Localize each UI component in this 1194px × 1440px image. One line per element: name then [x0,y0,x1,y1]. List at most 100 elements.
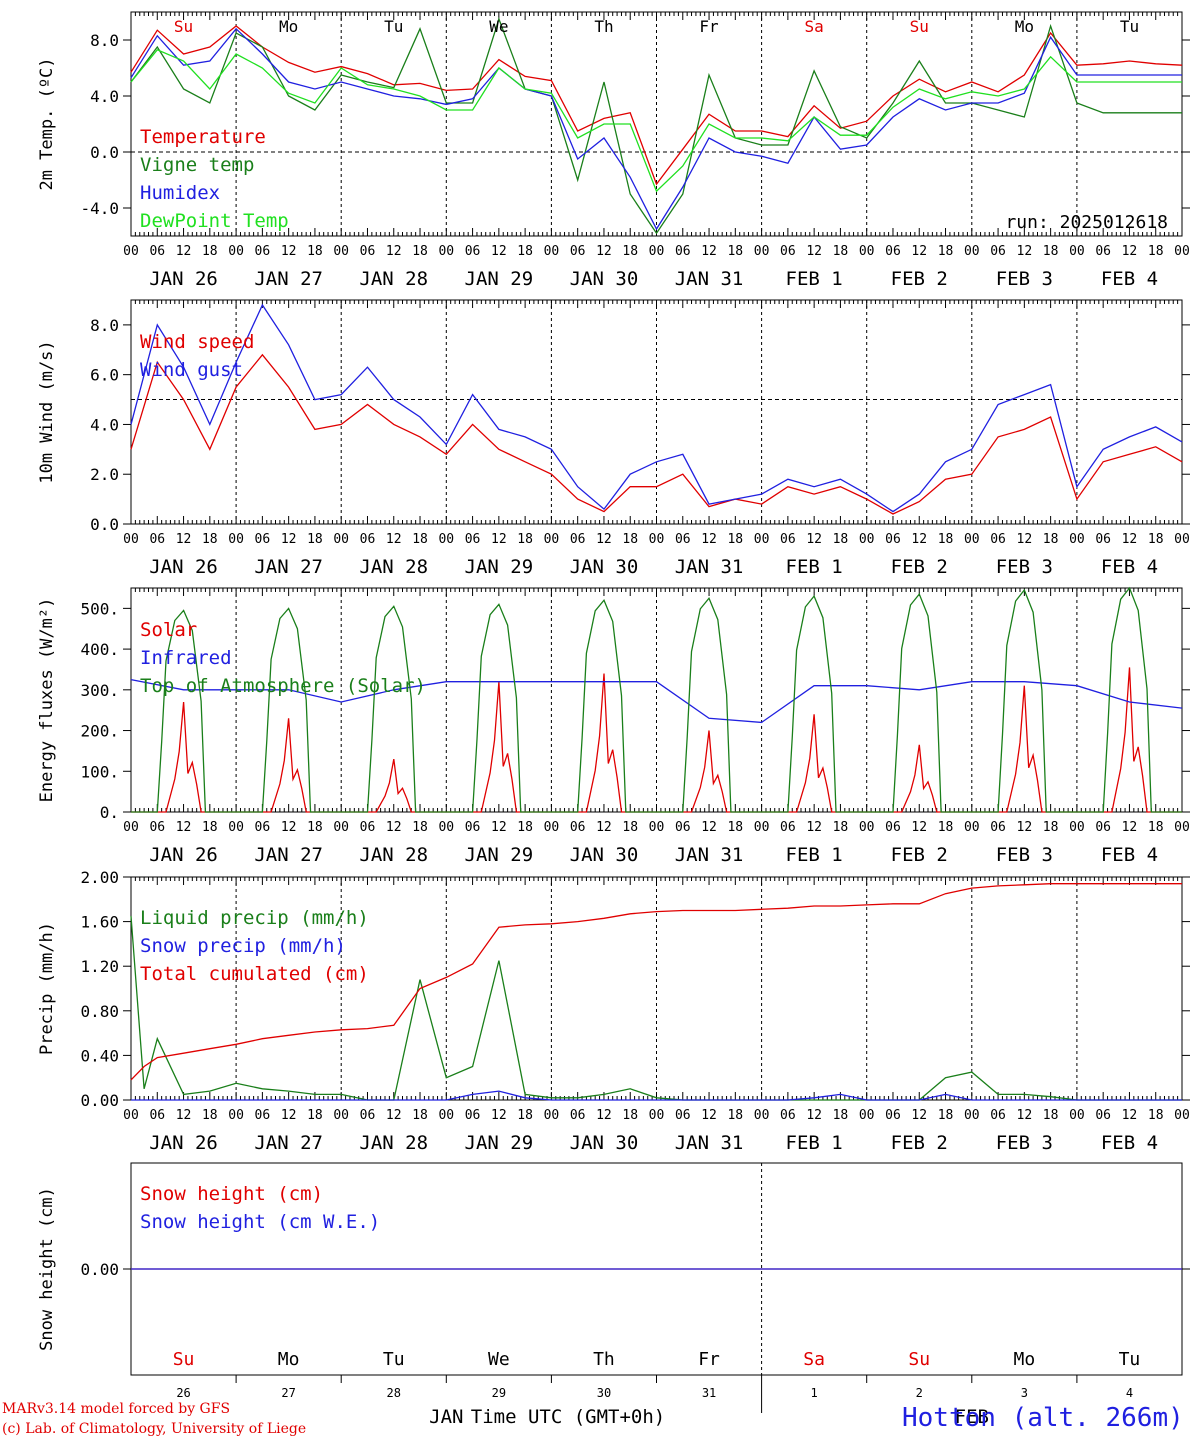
hour-tick-label: 06 [149,244,165,259]
hour-tick-label: 12 [596,244,612,259]
hour-tick-label: 18 [1148,244,1164,259]
hour-tick-label: 12 [1017,244,1033,259]
weekday-label: Fr [699,17,719,36]
hour-tick-label: 06 [570,820,586,835]
hour-tick-label: 12 [176,820,192,835]
weekday-label: Su [910,17,929,36]
hour-tick-label: 18 [833,244,849,259]
date-label: JAN 30 [570,556,639,578]
date-label: FEB 3 [996,1132,1053,1154]
hour-tick-label: 12 [491,532,507,547]
y-axis-label: Snow height (cm) [37,1187,57,1351]
hour-tick-label: 00 [123,532,139,547]
date-label: FEB 2 [891,268,948,290]
hour-tick-label: 06 [675,244,691,259]
hour-tick-label: 00 [649,820,665,835]
model-credit: MARv3.14 model forced by GFS [2,1401,231,1417]
hour-tick-label: 12 [281,1108,297,1123]
hour-tick-label: 12 [596,532,612,547]
y-tick-label: 200. [80,722,119,741]
series-line-total-cumulated-cm- [130,883,1182,1081]
date-label: JAN 29 [465,1132,534,1154]
hour-tick-label: 18 [1043,820,1059,835]
legend-entry: Infrared [140,647,232,669]
legend-entry: Solar [140,619,197,641]
hour-tick-label: 00 [544,1108,560,1123]
hour-tick-label: 12 [1017,1108,1033,1123]
hour-tick-label: 12 [176,532,192,547]
hour-tick-label: 18 [1148,820,1164,835]
hour-tick-label: 18 [938,1108,954,1123]
hour-tick-label: 12 [806,244,822,259]
hour-tick-label: 00 [649,532,665,547]
y-tick-label: 0.0 [90,515,119,534]
y-tick-label: 1.20 [80,957,119,976]
date-label: FEB 4 [1101,556,1158,578]
date-label: JAN 31 [675,844,744,866]
hour-tick-label: 12 [386,1108,402,1123]
hour-tick-label: 06 [885,1108,901,1123]
y-axis-label: Energy fluxes (W/m²) [37,598,57,803]
hour-tick-label: 12 [1017,532,1033,547]
series-line-top-of-atmosphere-solar- [131,586,1182,813]
hour-tick-label: 06 [780,1108,796,1123]
hour-tick-label: 12 [911,244,927,259]
hour-tick-label: 00 [123,244,139,259]
hour-tick-label: 18 [1148,1108,1164,1123]
hour-tick-label: 18 [307,820,323,835]
hour-tick-label: 06 [360,244,376,259]
hour-tick-label: 06 [149,532,165,547]
weekday-label: Sa [803,1349,825,1370]
y-tick-label: 8.0 [90,316,119,335]
hour-tick-label: 12 [176,1108,192,1123]
panel-frame [130,587,1183,813]
y-tick-label: 6.0 [90,366,119,385]
hour-tick-label: 18 [833,1108,849,1123]
hour-tick-label: 06 [885,532,901,547]
legend-entry: Wind speed [140,331,254,353]
day-number-label: 3 [1021,1386,1028,1400]
weekday-label: Th [593,1349,615,1370]
date-label: JAN 29 [465,844,534,866]
run-annotation: run: 2025012618 [1005,212,1168,233]
hour-tick-label: 00 [228,532,244,547]
hour-tick-label: 12 [806,532,822,547]
hour-tick-label: 06 [570,244,586,259]
hour-tick-label: 12 [701,244,717,259]
date-label: JAN 27 [254,556,323,578]
date-label: JAN 27 [254,1132,323,1154]
hour-tick-label: 00 [1174,820,1190,835]
hour-tick-label: 00 [1069,1108,1085,1123]
hour-tick-label: 00 [859,820,875,835]
panel-4 [123,876,1190,1101]
hour-tick-label: 00 [438,820,454,835]
hour-tick-label: 12 [1122,820,1138,835]
hour-tick-label: 06 [1095,820,1111,835]
date-label: FEB 1 [786,556,843,578]
hour-tick-label: 12 [491,244,507,259]
series-line-wind-gust [130,303,1183,513]
date-label: JAN 26 [149,556,218,578]
date-label: JAN 30 [570,844,639,866]
hour-tick-label: 00 [333,820,349,835]
hour-tick-label: 06 [675,532,691,547]
weekday-label: Tu [384,17,403,36]
hour-tick-label: 06 [255,820,271,835]
date-label: JAN 27 [254,844,323,866]
y-tick-label: 0.0 [90,143,119,162]
hour-tick-label: 12 [911,532,927,547]
legend-entry: DewPoint Temp [140,210,289,232]
hour-tick-label: 00 [1174,244,1190,259]
hour-tick-label: 00 [1069,532,1085,547]
month-label: FEB [955,1406,989,1428]
date-label: JAN 26 [149,1132,218,1154]
hour-tick-label: 18 [517,1108,533,1123]
hour-tick-label: 00 [228,1108,244,1123]
hour-tick-label: 18 [412,244,428,259]
hour-tick-label: 18 [938,532,954,547]
hour-tick-label: 00 [438,532,454,547]
hour-tick-label: 00 [438,244,454,259]
hour-tick-label: 06 [465,244,481,259]
hour-tick-label: 12 [1122,1108,1138,1123]
